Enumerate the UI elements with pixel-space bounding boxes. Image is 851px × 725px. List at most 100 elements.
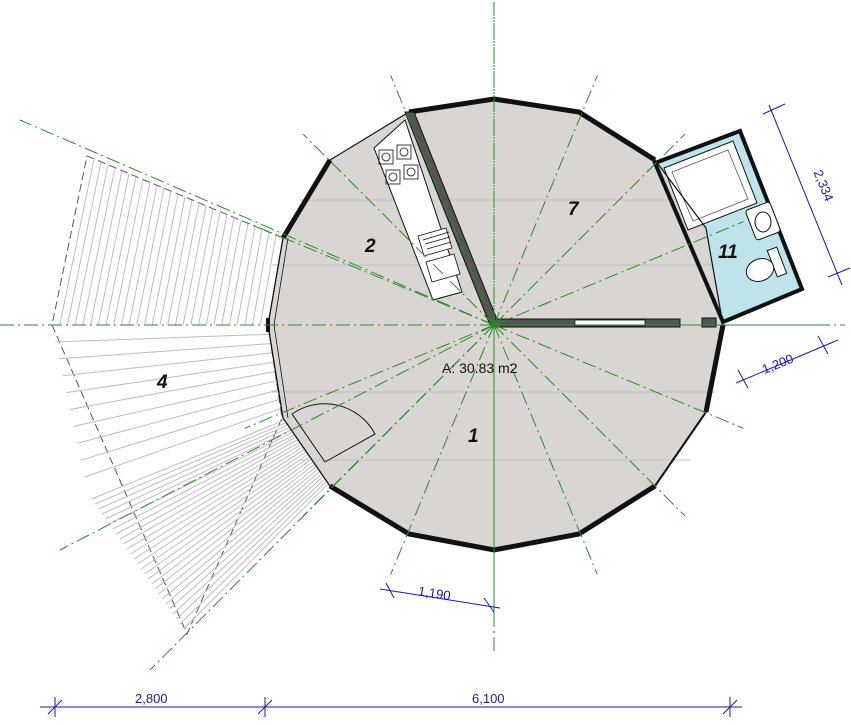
deck-board [59,158,95,326]
toilet [745,246,788,282]
deck-board [161,468,319,600]
deck-board [151,461,314,585]
deck-board [190,208,214,326]
deck-board [62,352,273,377]
interior-wall-opening [574,319,646,327]
deck-board [137,451,307,565]
deck-board [74,164,109,326]
deck-board [91,419,284,500]
room-label-11: 11 [718,242,738,263]
deck-board [213,217,235,326]
window-right-lower [654,411,707,487]
deck-board [154,463,315,590]
deck-board [133,449,305,560]
room-label-2: 2 [364,236,376,257]
bathroom-walls [652,128,805,325]
stove [378,144,419,185]
radial-axes [0,2,845,671]
deck-outline [51,155,284,636]
dim-wall-segment: 1,190 [417,583,451,603]
deck-board [174,202,200,326]
deck-board [120,182,151,326]
deck-board [105,429,291,520]
deck-board [198,211,221,326]
deck-board [136,188,165,326]
deck-board [66,361,274,394]
deck-board [82,167,116,326]
dim-bath-width: 2,334 [811,168,837,204]
deck-board [112,434,295,530]
wall-end [701,317,717,328]
deck-board [168,473,322,610]
deck-board [165,471,321,605]
deck-board [221,220,242,326]
deck-board [259,234,277,326]
deck-board [183,483,329,630]
deck-board [80,398,280,461]
deck-board [105,176,137,326]
axis-line [493,75,598,326]
deck-board [119,439,298,540]
deck-board [151,193,179,326]
deck-board [130,446,303,555]
deck-board [228,223,249,326]
deck-board [108,432,293,525]
deck-board [244,229,263,326]
deck-board [167,199,193,326]
room-label-1: 1 [468,426,479,447]
room-label-4: 4 [156,372,168,393]
deck-board [159,196,186,326]
axis-line [302,133,495,326]
area-label: A: 30.83 m2 [442,360,518,376]
sink [745,201,781,241]
deck-board [59,343,271,360]
deck-board [182,205,207,326]
bathroom [652,128,805,325]
deck-board [123,441,300,545]
axis-line [493,324,744,429]
kitchen-sink [417,227,461,283]
deck-board [84,408,281,478]
axis-line [149,324,495,671]
dimension-bath-width [762,103,851,286]
axis-line [493,133,686,326]
wall-panel-left-upper [280,158,333,240]
axis-line [59,324,495,551]
deck-board [236,226,256,326]
deck-board [128,185,158,326]
deck-board [140,454,308,570]
deck-board [158,466,317,595]
deck-board [69,371,276,410]
kitchen-counter [373,119,463,301]
entry-door [291,403,376,463]
axis-line [493,324,686,517]
deck-board [73,380,277,427]
wall-panel-top [408,96,657,163]
axis-line [19,119,495,326]
room-label-7: 7 [568,199,580,220]
dim-yurt-diameter: 6,100 [472,691,505,706]
deck-board [98,424,288,510]
deck-board [66,161,102,326]
deck-board [144,191,172,326]
deck-board [116,436,296,535]
deck-board [144,456,310,575]
deck-board [101,427,290,515]
deck-board [179,480,327,625]
dim-bath-depth: 1,200 [760,351,796,377]
deck-board [147,458,312,580]
axis-line [390,324,495,575]
axis-line [390,75,495,326]
deck-board [77,389,278,444]
deck-board [172,475,324,615]
axis-line [493,324,598,575]
wall-panel-right [703,324,726,413]
deck-board [94,422,286,505]
dim-deck-width: 2,800 [135,691,168,706]
axis-line [244,221,495,326]
axis-line [244,324,495,429]
dimension-bottom [40,697,742,717]
deck-boards [55,158,329,630]
dimension-wall-segment [379,582,501,613]
